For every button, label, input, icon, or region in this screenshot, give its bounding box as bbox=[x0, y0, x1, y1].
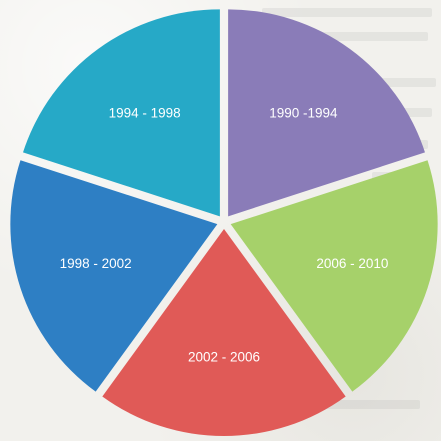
background-text-line bbox=[300, 400, 420, 409]
slice-label: 1998 - 2002 bbox=[60, 256, 132, 271]
slice-label: 1994 - 1998 bbox=[109, 105, 181, 120]
background-text-line bbox=[262, 8, 432, 17]
pie-slice bbox=[10, 160, 218, 392]
pie-slice bbox=[230, 160, 438, 392]
background-text-line bbox=[268, 32, 428, 41]
slices-group bbox=[10, 9, 438, 436]
pie-slice bbox=[102, 229, 346, 436]
slice-label: 2006 - 2010 bbox=[316, 256, 388, 271]
slice-label: 1990 -1994 bbox=[269, 105, 338, 120]
labels-group: 1994 - 1998 1998 - 2002 2002 - 2006 2006 - … bbox=[60, 105, 389, 364]
pie-slice bbox=[23, 9, 220, 217]
background-text-line bbox=[372, 78, 436, 87]
slice-label: 2002 - 2006 bbox=[188, 350, 260, 365]
pie-slice bbox=[228, 9, 425, 217]
